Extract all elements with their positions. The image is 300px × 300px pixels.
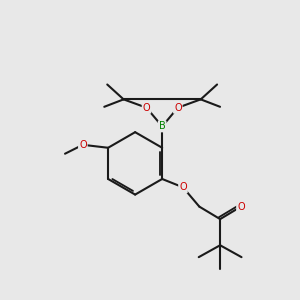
Text: O: O	[237, 202, 245, 212]
Text: O: O	[174, 103, 182, 113]
Text: B: B	[159, 122, 166, 131]
Text: O: O	[79, 140, 87, 150]
Text: O: O	[179, 182, 187, 192]
Text: O: O	[143, 103, 150, 113]
